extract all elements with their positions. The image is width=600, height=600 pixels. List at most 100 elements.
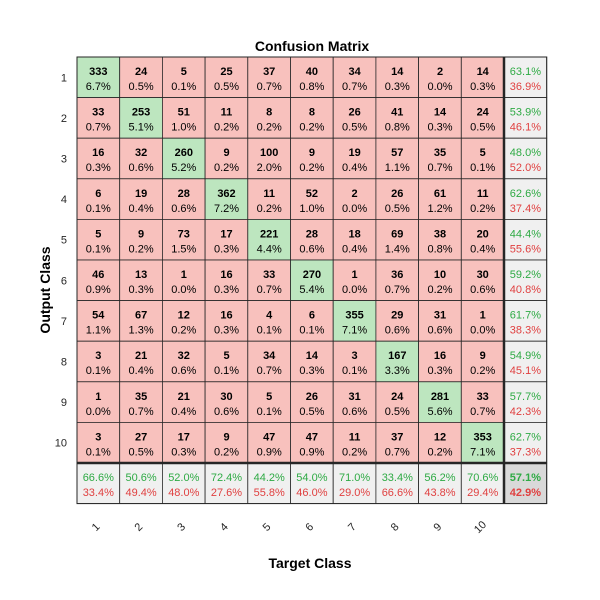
matrix-cell <box>418 137 462 180</box>
cell-percent: 0.5% <box>129 81 154 93</box>
cell-percent: 0.4% <box>342 162 367 174</box>
cell-count: 5 <box>266 391 272 403</box>
cell-percent: 0.4% <box>171 406 196 418</box>
y-tick-label: 2 <box>61 113 67 125</box>
cell-percent: 0.0% <box>86 406 111 418</box>
cell-percent: 1.3% <box>129 325 154 337</box>
matrix-cell <box>204 421 249 464</box>
cell-percent: 0.8% <box>299 81 324 93</box>
row-incorrect-percent: 46.1% <box>510 122 541 134</box>
cell-count: 28 <box>178 188 190 200</box>
matrix-cell <box>204 300 249 342</box>
column-correct-percent: 71.0% <box>339 472 370 484</box>
matrix-cell <box>290 340 334 383</box>
cell-percent: 0.5% <box>342 122 367 134</box>
cell-percent: 1.5% <box>171 243 196 255</box>
cell-percent: 0.6% <box>129 162 154 174</box>
cell-count: 21 <box>135 350 147 362</box>
diagonal-cell <box>418 381 462 423</box>
matrix-cell <box>460 218 505 261</box>
y-tick-label: 3 <box>61 154 67 166</box>
cell-count: 26 <box>391 188 403 200</box>
cell-percent: 4.4% <box>257 243 282 255</box>
cell-percent: 0.6% <box>385 325 410 337</box>
row-incorrect-percent: 42.3% <box>510 406 541 418</box>
matrix-cell <box>418 56 462 98</box>
cell-count: 1 <box>95 391 101 403</box>
cell-percent: 0.7% <box>470 406 495 418</box>
cell-percent: 0.7% <box>257 81 282 93</box>
cell-percent: 0.3% <box>470 81 495 93</box>
matrix-cell <box>375 259 419 301</box>
column-incorrect-percent: 29.4% <box>467 487 498 499</box>
column-incorrect-percent: 46.0% <box>296 487 327 499</box>
cell-percent: 0.2% <box>299 162 324 174</box>
matrix-cell <box>161 300 206 342</box>
cell-count: 1 <box>480 310 486 322</box>
diagonal-cell <box>332 300 377 342</box>
cell-percent: 0.4% <box>129 203 154 215</box>
column-correct-percent: 44.2% <box>254 472 285 484</box>
column-summary-cell <box>247 462 291 504</box>
cell-count: 24 <box>135 66 148 78</box>
cell-count: 5 <box>223 350 229 362</box>
cell-count: 37 <box>391 431 403 443</box>
cell-count: 3 <box>352 350 358 362</box>
cell-count: 30 <box>220 391 232 403</box>
matrix-cell <box>119 259 163 301</box>
cell-count: 38 <box>434 228 446 240</box>
cell-count: 47 <box>263 431 275 443</box>
cell-count: 6 <box>95 188 101 200</box>
diagonal-cell <box>247 218 291 261</box>
matrix-cell <box>418 259 462 301</box>
row-summary-cell <box>503 178 548 220</box>
cell-percent: 0.1% <box>86 365 111 377</box>
cell-count: 30 <box>477 269 489 281</box>
matrix-cell <box>119 137 163 180</box>
column-incorrect-percent: 48.0% <box>168 487 199 499</box>
matrix-cell <box>247 381 291 423</box>
cell-count: 33 <box>92 107 104 119</box>
cell-count: 270 <box>303 269 321 281</box>
cell-percent: 0.8% <box>385 122 410 134</box>
cell-count: 11 <box>221 107 233 119</box>
matrix-cell <box>332 340 377 383</box>
diagonal-cell <box>375 340 419 383</box>
matrix-cell <box>290 381 334 423</box>
matrix-cell <box>375 218 419 261</box>
cell-count: 8 <box>266 107 272 119</box>
matrix-cell <box>332 218 377 261</box>
column-summary-cell <box>418 462 462 504</box>
cell-percent: 0.2% <box>257 203 282 215</box>
cell-percent: 7.1% <box>342 325 367 337</box>
cell-count: 362 <box>217 188 235 200</box>
column-correct-percent: 56.2% <box>424 472 455 484</box>
cell-percent: 0.2% <box>470 203 495 215</box>
row-correct-percent: 63.1% <box>510 66 541 78</box>
cell-count: 24 <box>391 391 404 403</box>
cell-count: 8 <box>309 107 315 119</box>
cell-count: 1 <box>352 269 358 281</box>
cell-percent: 0.4% <box>470 243 495 255</box>
cell-percent: 0.1% <box>470 162 495 174</box>
column-summary-cell <box>290 462 334 504</box>
cell-percent: 0.5% <box>385 406 410 418</box>
matrix-cell <box>204 218 249 261</box>
diagonal-cell <box>460 421 505 464</box>
cell-count: 69 <box>391 228 403 240</box>
y-tick-label: 10 <box>55 438 67 450</box>
row-incorrect-percent: 45.1% <box>510 365 541 377</box>
cell-count: 9 <box>223 431 229 443</box>
cell-percent: 0.2% <box>427 284 452 296</box>
cell-count: 61 <box>434 188 446 200</box>
cell-count: 26 <box>306 391 318 403</box>
cell-percent: 1.4% <box>385 243 410 255</box>
column-incorrect-percent: 33.4% <box>83 487 114 499</box>
matrix-cell <box>290 97 334 139</box>
cell-count: 17 <box>220 228 232 240</box>
cell-percent: 0.0% <box>342 203 367 215</box>
column-incorrect-percent: 29.0% <box>339 487 370 499</box>
cell-count: 9 <box>480 350 486 362</box>
row-incorrect-percent: 40.8% <box>510 284 541 296</box>
cell-percent: 0.7% <box>86 122 111 134</box>
